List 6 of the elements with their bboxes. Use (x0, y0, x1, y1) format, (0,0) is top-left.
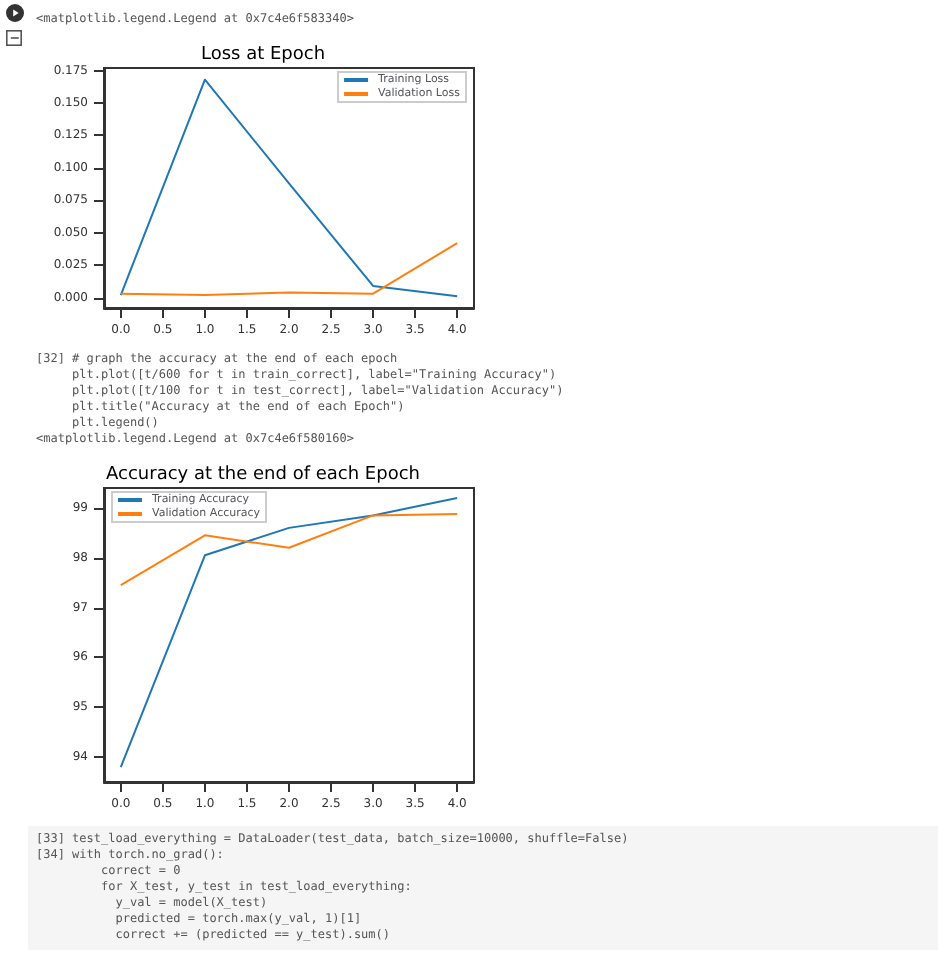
chart-title: Accuracy at the end of each Epoch (106, 465, 420, 485)
line-series (119, 496, 459, 769)
line-series (119, 242, 459, 297)
line-series (119, 512, 459, 587)
line-series (119, 78, 459, 298)
chart-title: Loss at Epoch (200, 45, 326, 65)
